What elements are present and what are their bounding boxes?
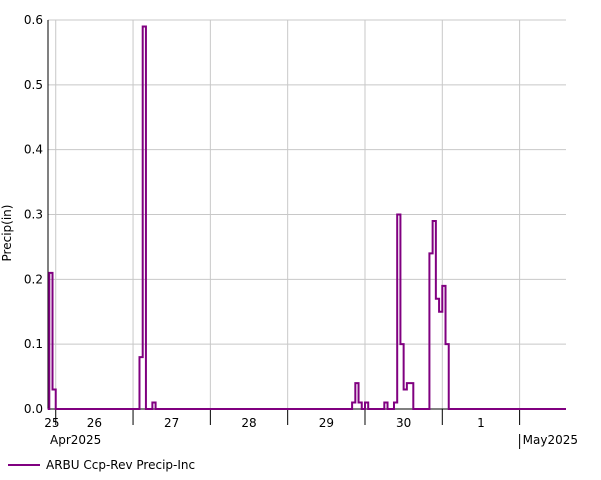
grid-layer — [48, 19, 566, 410]
x-day-label: 29 — [319, 416, 334, 430]
y-tick-label: 0.1 — [24, 337, 43, 351]
x-day-label: 28 — [241, 416, 256, 430]
month-label-may: May2025 — [523, 433, 578, 447]
legend-swatch — [8, 464, 40, 466]
y-tick-label: 0.5 — [24, 78, 43, 92]
y-tick-label: 0.2 — [24, 272, 43, 286]
legend: ARBU Ccp-Rev Precip-Inc — [8, 456, 195, 474]
x-day-label: 26 — [87, 416, 102, 430]
legend-label: ARBU Ccp-Rev Precip-Inc — [46, 458, 196, 472]
series-layer — [47, 25, 566, 410]
y-tick-label: 0.3 — [24, 208, 43, 222]
x-day-label: 1 — [477, 416, 485, 430]
month-label-apr: Apr2025 — [50, 433, 101, 447]
axes-layer: 0.0 0.1 0.2 0.3 0.4 0.5 0.6 25 26 27 28 29 30 1 Apr202… — [24, 13, 578, 449]
x-day-label: 27 — [164, 416, 179, 430]
x-day-label: 25 — [44, 416, 59, 430]
x-day-label: 30 — [396, 416, 411, 430]
y-tick-label: 0.6 — [24, 13, 43, 27]
series-line — [47, 25, 566, 410]
y-axis-label: Precip(in) — [0, 205, 14, 262]
y-tick-label: 0.0 — [24, 402, 43, 416]
y-tick-label: 0.4 — [24, 143, 43, 157]
